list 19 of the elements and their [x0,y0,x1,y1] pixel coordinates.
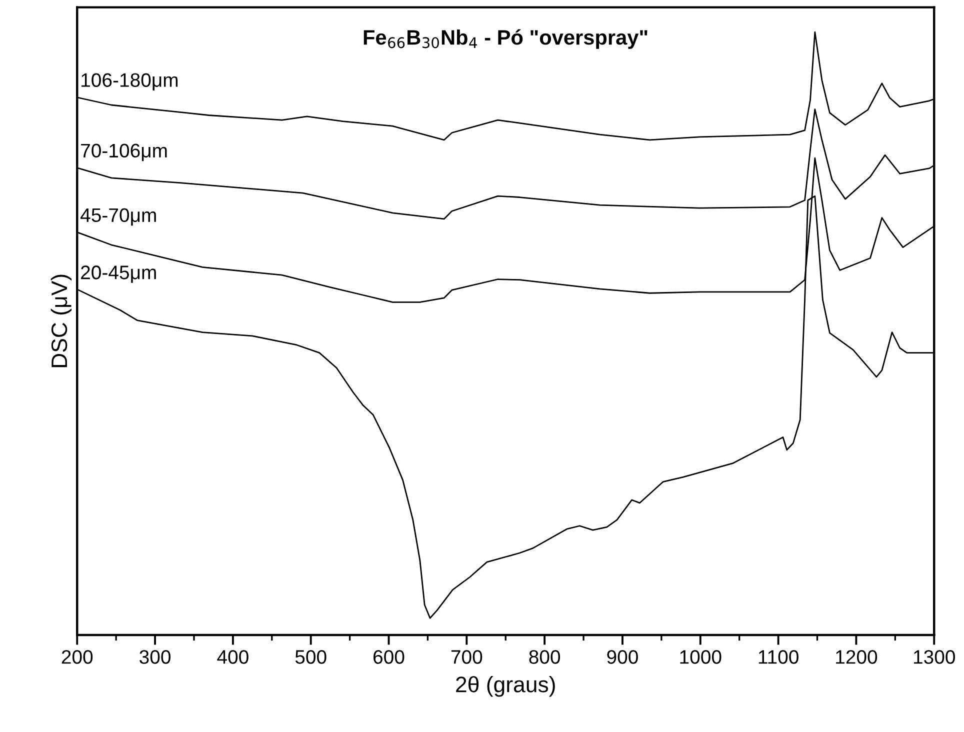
x-tick-label: 800 [529,650,560,664]
x-tick-label: 1300 [914,650,955,664]
x-tick-label: 600 [374,650,404,664]
x-tick-label: 400 [217,650,248,664]
x-tick-label: 1000 [680,650,722,664]
series-label: 20-45μm [81,266,156,283]
x-tick-label: 1200 [836,650,878,664]
x-tick-label: 700 [451,650,482,664]
series-label: 45-70μm [80,208,156,226]
series-label: 106-180μm [82,73,178,91]
x-tick-label: 500 [295,650,326,664]
x-tick-label: 900 [607,650,638,664]
x-tick-label: 300 [140,650,170,664]
series-label: 70-106μm [81,144,167,162]
x-tick-label: 200 [62,650,93,664]
x-axis-title: 2θ (graus) [456,676,555,697]
chart-title: Fe$_{66}$B$_{30}$Nb$_{4}$ - Pó "overspray" [364,29,648,49]
x-tick-label: 1100 [758,650,798,664]
y-axis-title: DSC (μV) [50,274,72,368]
